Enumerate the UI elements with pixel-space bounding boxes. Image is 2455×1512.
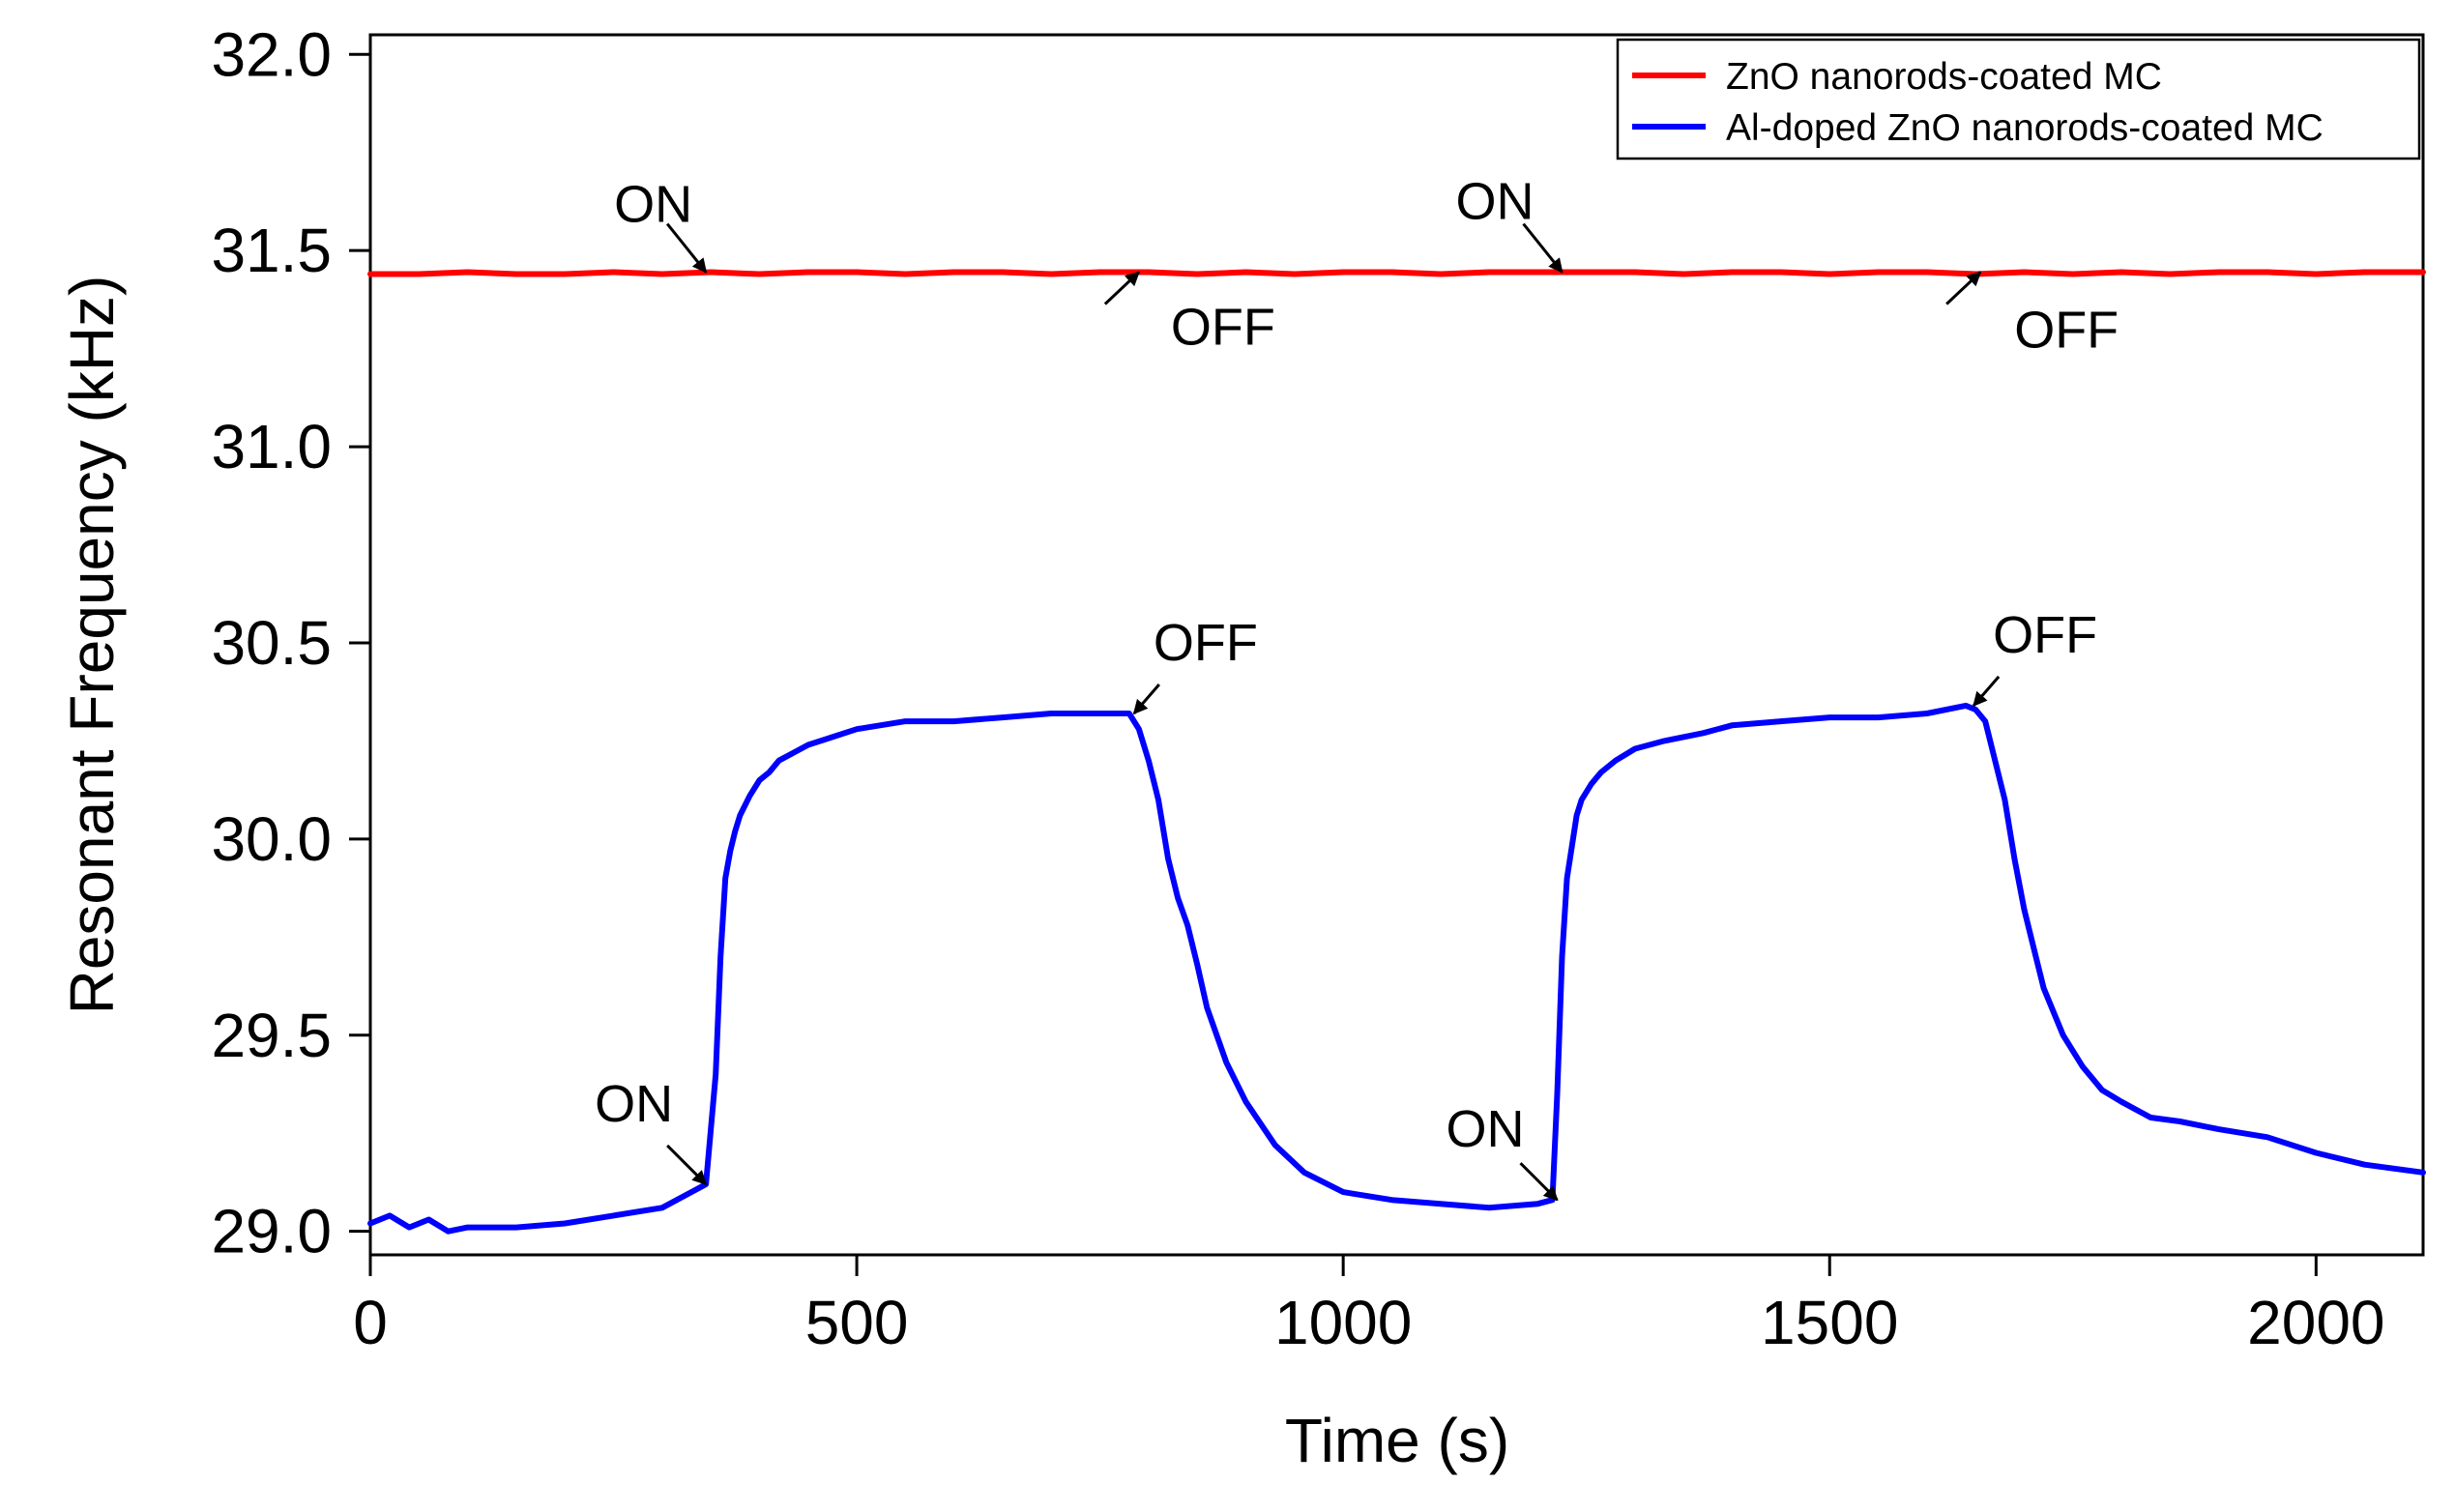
annotation-label-7: OFF	[1993, 606, 2097, 664]
x-tick-label-3: 1500	[1761, 1288, 1898, 1357]
x-axis-label: Time (s)	[1285, 1406, 1509, 1475]
x-tick-label-4: 2000	[2247, 1288, 2384, 1357]
annotation-label-2: ON	[1456, 173, 1534, 231]
annotation-arrow-1	[1103, 271, 1140, 305]
annotation-layer: ON OFF ON OFF ON OFF ON OFF	[595, 173, 2119, 1202]
annotation-arrow-7	[1973, 675, 2001, 708]
y-tick-label-3: 30.5	[211, 608, 332, 678]
series-line-1	[367, 702, 2426, 1235]
y-axis-label: Resonant Frequency (kHz)	[57, 276, 127, 1015]
annotation-label-4: ON	[595, 1075, 673, 1133]
y-tick-label-1: 29.5	[211, 1001, 332, 1070]
series-line-0	[367, 269, 2426, 277]
legend-label-al-doped: Al-doped ZnO nanorods-coated MC	[1726, 107, 2323, 149]
legend-label-zno: ZnO nanorods-coated MC	[1726, 56, 2162, 98]
annotation-label-1: OFF	[1171, 299, 1275, 357]
annotation-label-0: ON	[614, 176, 692, 234]
annotation-label-6: ON	[1447, 1100, 1525, 1158]
annotation-arrow-5	[1132, 683, 1160, 715]
annotation-arrow-6	[1519, 1162, 1559, 1202]
annotation-label-3: OFF	[2014, 302, 2119, 360]
legend-box	[1616, 38, 2421, 160]
x-tick-label-0: 0	[353, 1288, 388, 1357]
annotation-label-5: OFF	[1154, 614, 1258, 672]
x-tick-label-2: 1000	[1274, 1288, 1412, 1357]
legend: ZnO nanorods-coated MC Al-doped ZnO nano…	[1616, 38, 2421, 160]
y-tick-label-6: 32.0	[211, 19, 332, 89]
y-tick-label-4: 31.0	[211, 412, 332, 481]
annotation-arrow-4	[666, 1144, 708, 1186]
x-tick-label-1: 500	[805, 1288, 909, 1357]
annotation-arrow-0	[665, 222, 708, 274]
axis-layer: 0 500 1000 1500 2000 29.0 29.5 30.0 30.5 31.0 31.5…	[211, 19, 2384, 1357]
series-layer	[367, 269, 2426, 1235]
y-tick-label-5: 31.5	[211, 216, 332, 285]
annotation-arrow-3	[1945, 271, 1982, 305]
annotation-arrow-2	[1522, 222, 1564, 274]
y-tick-label-2: 30.0	[211, 804, 332, 874]
y-tick-label-0: 29.0	[211, 1197, 332, 1266]
plot-frame	[368, 33, 2425, 1257]
